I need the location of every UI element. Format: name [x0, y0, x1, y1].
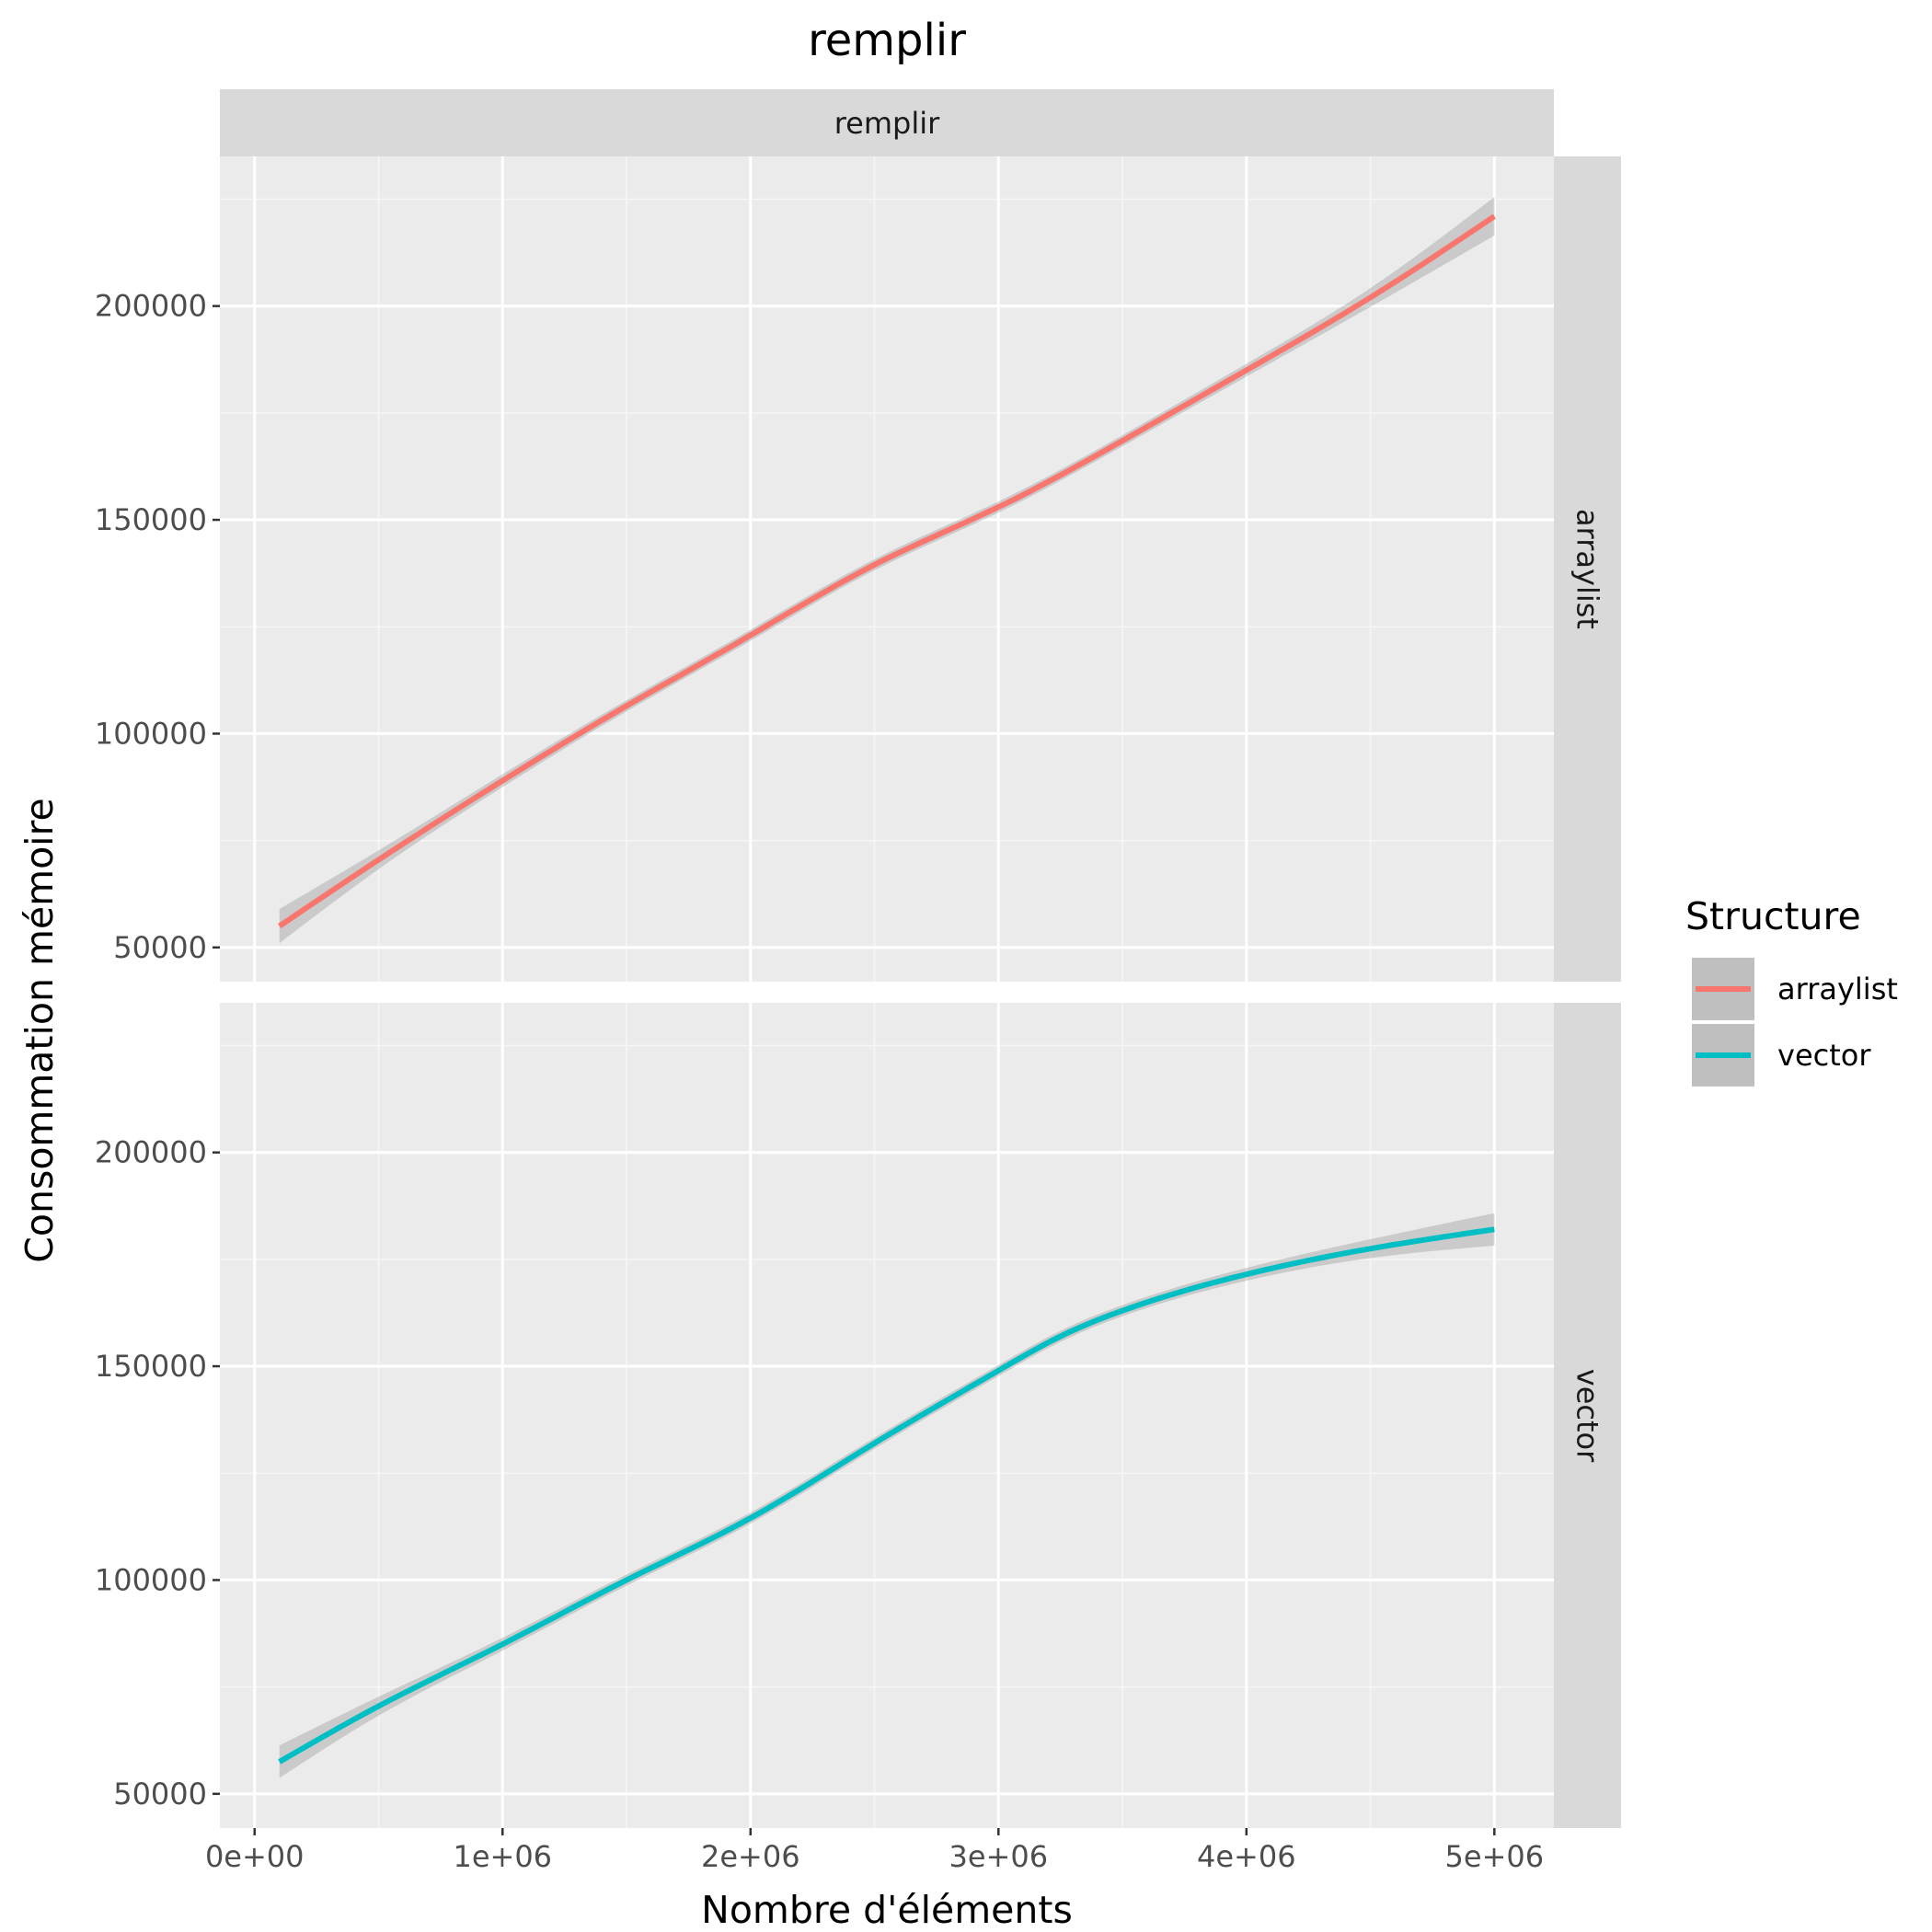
legend-label: vector — [1777, 1038, 1871, 1073]
panels-layer: 50000 100000 150000 200000 arraylist 50000 100… — [95, 156, 1621, 1828]
x-tick-label: 2e+06 — [701, 1839, 800, 1874]
y-tick-label: 200000 — [95, 1135, 207, 1170]
x-tick-label: 5e+06 — [1445, 1839, 1545, 1874]
facet-strip-label: arraylist — [1570, 509, 1605, 629]
legend-entry-vector: vector — [1690, 1022, 1871, 1088]
facet-strip-right — [1554, 1003, 1621, 1828]
legend: Structure arraylist vector — [1685, 894, 1898, 1088]
x-tick-label: 1e+06 — [453, 1839, 552, 1874]
chart-title: remplir — [808, 15, 966, 66]
series-line-arraylist — [278, 213, 1496, 929]
x-axis-title: Nombre d'éléments — [701, 1888, 1073, 1932]
legend-entry-arraylist: arraylist — [1690, 956, 1898, 1022]
facet-strip-top-label: remplir — [834, 106, 940, 141]
panel-arraylist: 50000 100000 150000 200000 arraylist — [95, 156, 1621, 982]
facet-strip-top — [220, 89, 1554, 156]
facet-strip-right — [1554, 156, 1621, 982]
y-tick-label: 100000 — [95, 716, 207, 751]
y-axis-title: Consommation mémoire — [17, 798, 62, 1262]
facet-strip-label: vector — [1570, 1369, 1605, 1463]
series-line-vector — [278, 1226, 1495, 1765]
legend-title: Structure — [1685, 894, 1861, 938]
panel-background — [220, 1003, 1554, 1828]
y-tick-label: 50000 — [113, 1777, 207, 1811]
y-tick-label: 200000 — [95, 289, 207, 324]
y-tick-label: 150000 — [95, 502, 207, 537]
y-tick-label: 50000 — [113, 930, 207, 965]
x-tick-label: 0e+00 — [205, 1839, 305, 1874]
x-tick-label: 4e+06 — [1197, 1839, 1296, 1874]
x-tick-label: 3e+06 — [949, 1839, 1048, 1874]
y-tick-label: 150000 — [95, 1349, 207, 1384]
panel-vector: 50000 100000 150000 200000 vector — [95, 1003, 1621, 1828]
panel-background — [220, 156, 1554, 982]
x-axis: 0e+00 1e+06 2e+06 3e+06 4e+06 5e+06 — [205, 1828, 1544, 1874]
legend-label: arraylist — [1777, 972, 1898, 1006]
y-tick-label: 100000 — [95, 1562, 207, 1597]
legend-entries: arraylist vector — [1690, 956, 1898, 1088]
